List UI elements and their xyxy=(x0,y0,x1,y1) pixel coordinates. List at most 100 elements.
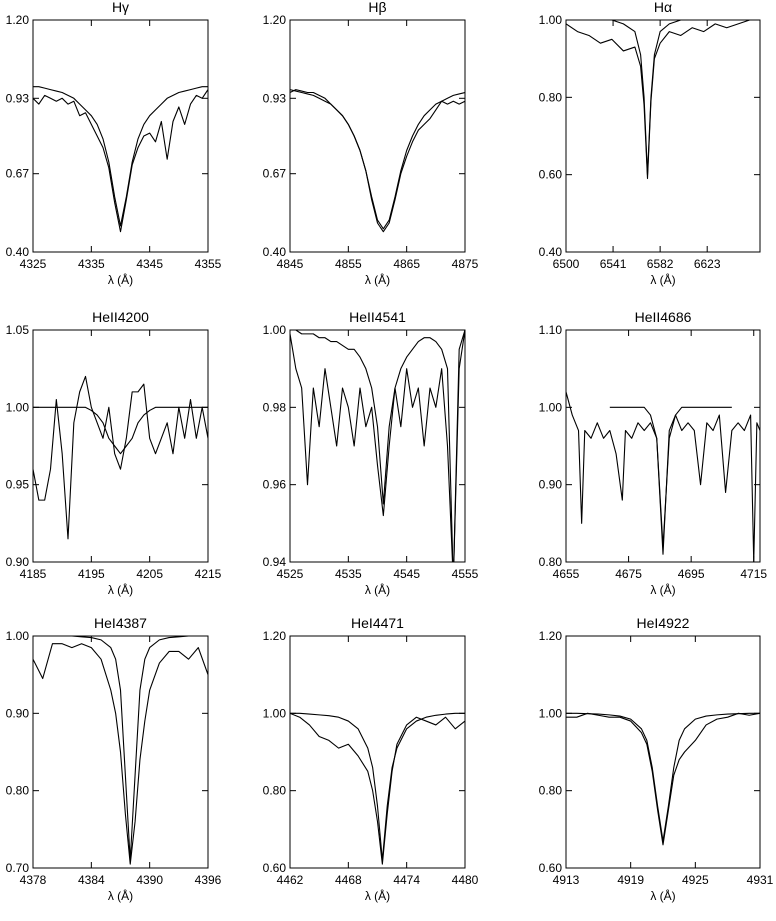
y-tick-label: 0.90 xyxy=(6,555,30,569)
x-tick-label: 4931 xyxy=(747,873,774,887)
x-tick-label: 4695 xyxy=(678,567,705,581)
x-axis-label: λ (Å) xyxy=(108,272,133,287)
x-tick-label: 4919 xyxy=(617,873,644,887)
spectrum-line xyxy=(609,406,732,548)
x-tick-label: 4545 xyxy=(393,567,420,581)
spectrum-line xyxy=(33,636,208,861)
panel-title: HeI4922 xyxy=(637,615,690,631)
x-tick-label: 6623 xyxy=(694,257,721,271)
y-tick-label: 1.20 xyxy=(539,629,563,643)
plot-frame xyxy=(289,329,466,563)
panel-title: Hβ xyxy=(368,0,386,15)
x-tick-label: 4474 xyxy=(393,873,420,887)
y-tick-label: 0.93 xyxy=(6,91,30,105)
x-tick-label: 4913 xyxy=(553,873,580,887)
spectrum-line xyxy=(290,712,465,865)
x-tick-label: 4925 xyxy=(682,873,709,887)
x-tick-label: 4378 xyxy=(20,873,47,887)
y-tick-label: 1.00 xyxy=(539,400,563,414)
spectrum-line xyxy=(33,643,208,865)
x-tick-label: 4355 xyxy=(195,257,222,271)
y-tick-label: 1.00 xyxy=(6,629,30,643)
y-tick-label: 0.96 xyxy=(263,478,287,492)
x-tick-label: 4384 xyxy=(78,873,105,887)
y-tick-label: 0.67 xyxy=(263,167,287,181)
x-axis-label: λ (Å) xyxy=(108,582,133,597)
x-axis-label: λ (Å) xyxy=(650,582,675,597)
plot-frame xyxy=(289,19,466,253)
panel: Hβ λ (Å) 4845 4855 4865 4875 0.40 0.67 0.93 1.20 xyxy=(263,0,479,287)
x-tick-label: 4185 xyxy=(20,567,47,581)
x-axis-label: λ (Å) xyxy=(365,272,390,287)
x-tick-label: 4205 xyxy=(136,567,163,581)
panel: HeI4922 λ (Å) 4913 4919 4925 4931 0.60 0.80 1.00… xyxy=(539,615,774,903)
x-axis-label: λ (Å) xyxy=(108,888,133,903)
panel: HeI4471 λ (Å) 4462 4468 4474 4480 0.60 0.80 1.00… xyxy=(263,615,479,903)
x-tick-label: 4715 xyxy=(740,567,767,581)
y-tick-label: 0.98 xyxy=(263,400,287,414)
panel: HeII4541 λ (Å) 4525 4535 4545 4555 0.94 0.96 0.9… xyxy=(263,309,479,597)
panel-title: Hα xyxy=(654,0,672,15)
y-tick-label: 0.40 xyxy=(263,245,287,259)
x-tick-label: 4555 xyxy=(452,567,479,581)
plot-frame xyxy=(32,19,209,253)
x-tick-label: 4655 xyxy=(553,567,580,581)
plot-frame xyxy=(565,19,761,253)
x-tick-label: 6541 xyxy=(600,257,627,271)
spectrum-line xyxy=(566,20,760,180)
y-tick-label: 1.00 xyxy=(539,13,563,27)
y-tick-label: 1.00 xyxy=(263,706,287,720)
y-tick-label: 1.20 xyxy=(6,13,30,27)
y-tick-label: 0.90 xyxy=(539,478,563,492)
panel-title: HeI4387 xyxy=(94,615,147,631)
spectrum-line xyxy=(566,712,760,842)
y-tick-label: 0.95 xyxy=(6,478,30,492)
panel: Hα λ (Å) 6500 6541 6582 6623 0.40 0.60 0.80 1.00 xyxy=(539,0,761,287)
x-tick-label: 4195 xyxy=(78,567,105,581)
y-tick-label: 0.40 xyxy=(6,245,30,259)
panel: HeII4200 λ (Å) 4185 4195 4205 4215 0.90 0.95 1.0… xyxy=(6,309,222,597)
x-tick-label: 4462 xyxy=(277,873,304,887)
x-tick-label: 4468 xyxy=(335,873,362,887)
plot-frame xyxy=(565,329,761,563)
y-tick-label: 0.94 xyxy=(263,555,287,569)
panel: Hγ λ (Å) 4325 4335 4345 4355 0.40 0.67 0.93 1.20 xyxy=(6,0,222,287)
y-tick-label: 0.93 xyxy=(263,91,287,105)
y-tick-label: 0.67 xyxy=(6,167,30,181)
spectrum-line xyxy=(290,712,465,861)
panel: HeII4686 λ (Å) 4655 4675 4695 4715 0.80 0.90 1.0… xyxy=(539,309,768,597)
y-tick-label: 1.05 xyxy=(6,323,30,337)
y-tick-label: 0.40 xyxy=(539,245,563,259)
panel-title: Hγ xyxy=(112,0,129,15)
y-tick-label: 0.60 xyxy=(263,861,287,875)
spectrum-line xyxy=(566,712,760,846)
panel-title: HeII4200 xyxy=(92,309,149,325)
x-tick-label: 6582 xyxy=(647,257,674,271)
x-tick-label: 4335 xyxy=(78,257,105,271)
spectrum-line xyxy=(33,375,208,540)
panel-title: HeII4541 xyxy=(349,309,406,325)
x-tick-label: 4480 xyxy=(452,873,479,887)
x-tick-label: 4855 xyxy=(335,257,362,271)
spectrum-line xyxy=(566,391,760,562)
spectrum-line xyxy=(290,330,465,562)
plot-frame xyxy=(565,635,761,869)
y-tick-label: 0.80 xyxy=(539,784,563,798)
spectrum-line xyxy=(290,330,465,562)
panel: HeI4387 λ (Å) 4378 4384 4390 4396 0.70 0.80 0.90… xyxy=(6,615,222,903)
x-tick-label: 4525 xyxy=(277,567,304,581)
x-tick-label: 4675 xyxy=(615,567,642,581)
spectrum-line xyxy=(33,89,208,233)
y-tick-label: 1.00 xyxy=(6,400,30,414)
x-tick-label: 4535 xyxy=(335,567,362,581)
y-tick-label: 0.80 xyxy=(539,555,563,569)
y-tick-label: 0.80 xyxy=(6,784,30,798)
spectrum-line xyxy=(290,89,465,230)
y-tick-label: 0.60 xyxy=(539,168,563,182)
x-tick-label: 4875 xyxy=(452,257,479,271)
y-tick-label: 0.80 xyxy=(263,784,287,798)
spectrum-line xyxy=(33,406,208,455)
x-tick-label: 4215 xyxy=(195,567,222,581)
spectrum-line xyxy=(566,20,760,176)
y-tick-label: 0.70 xyxy=(6,861,30,875)
